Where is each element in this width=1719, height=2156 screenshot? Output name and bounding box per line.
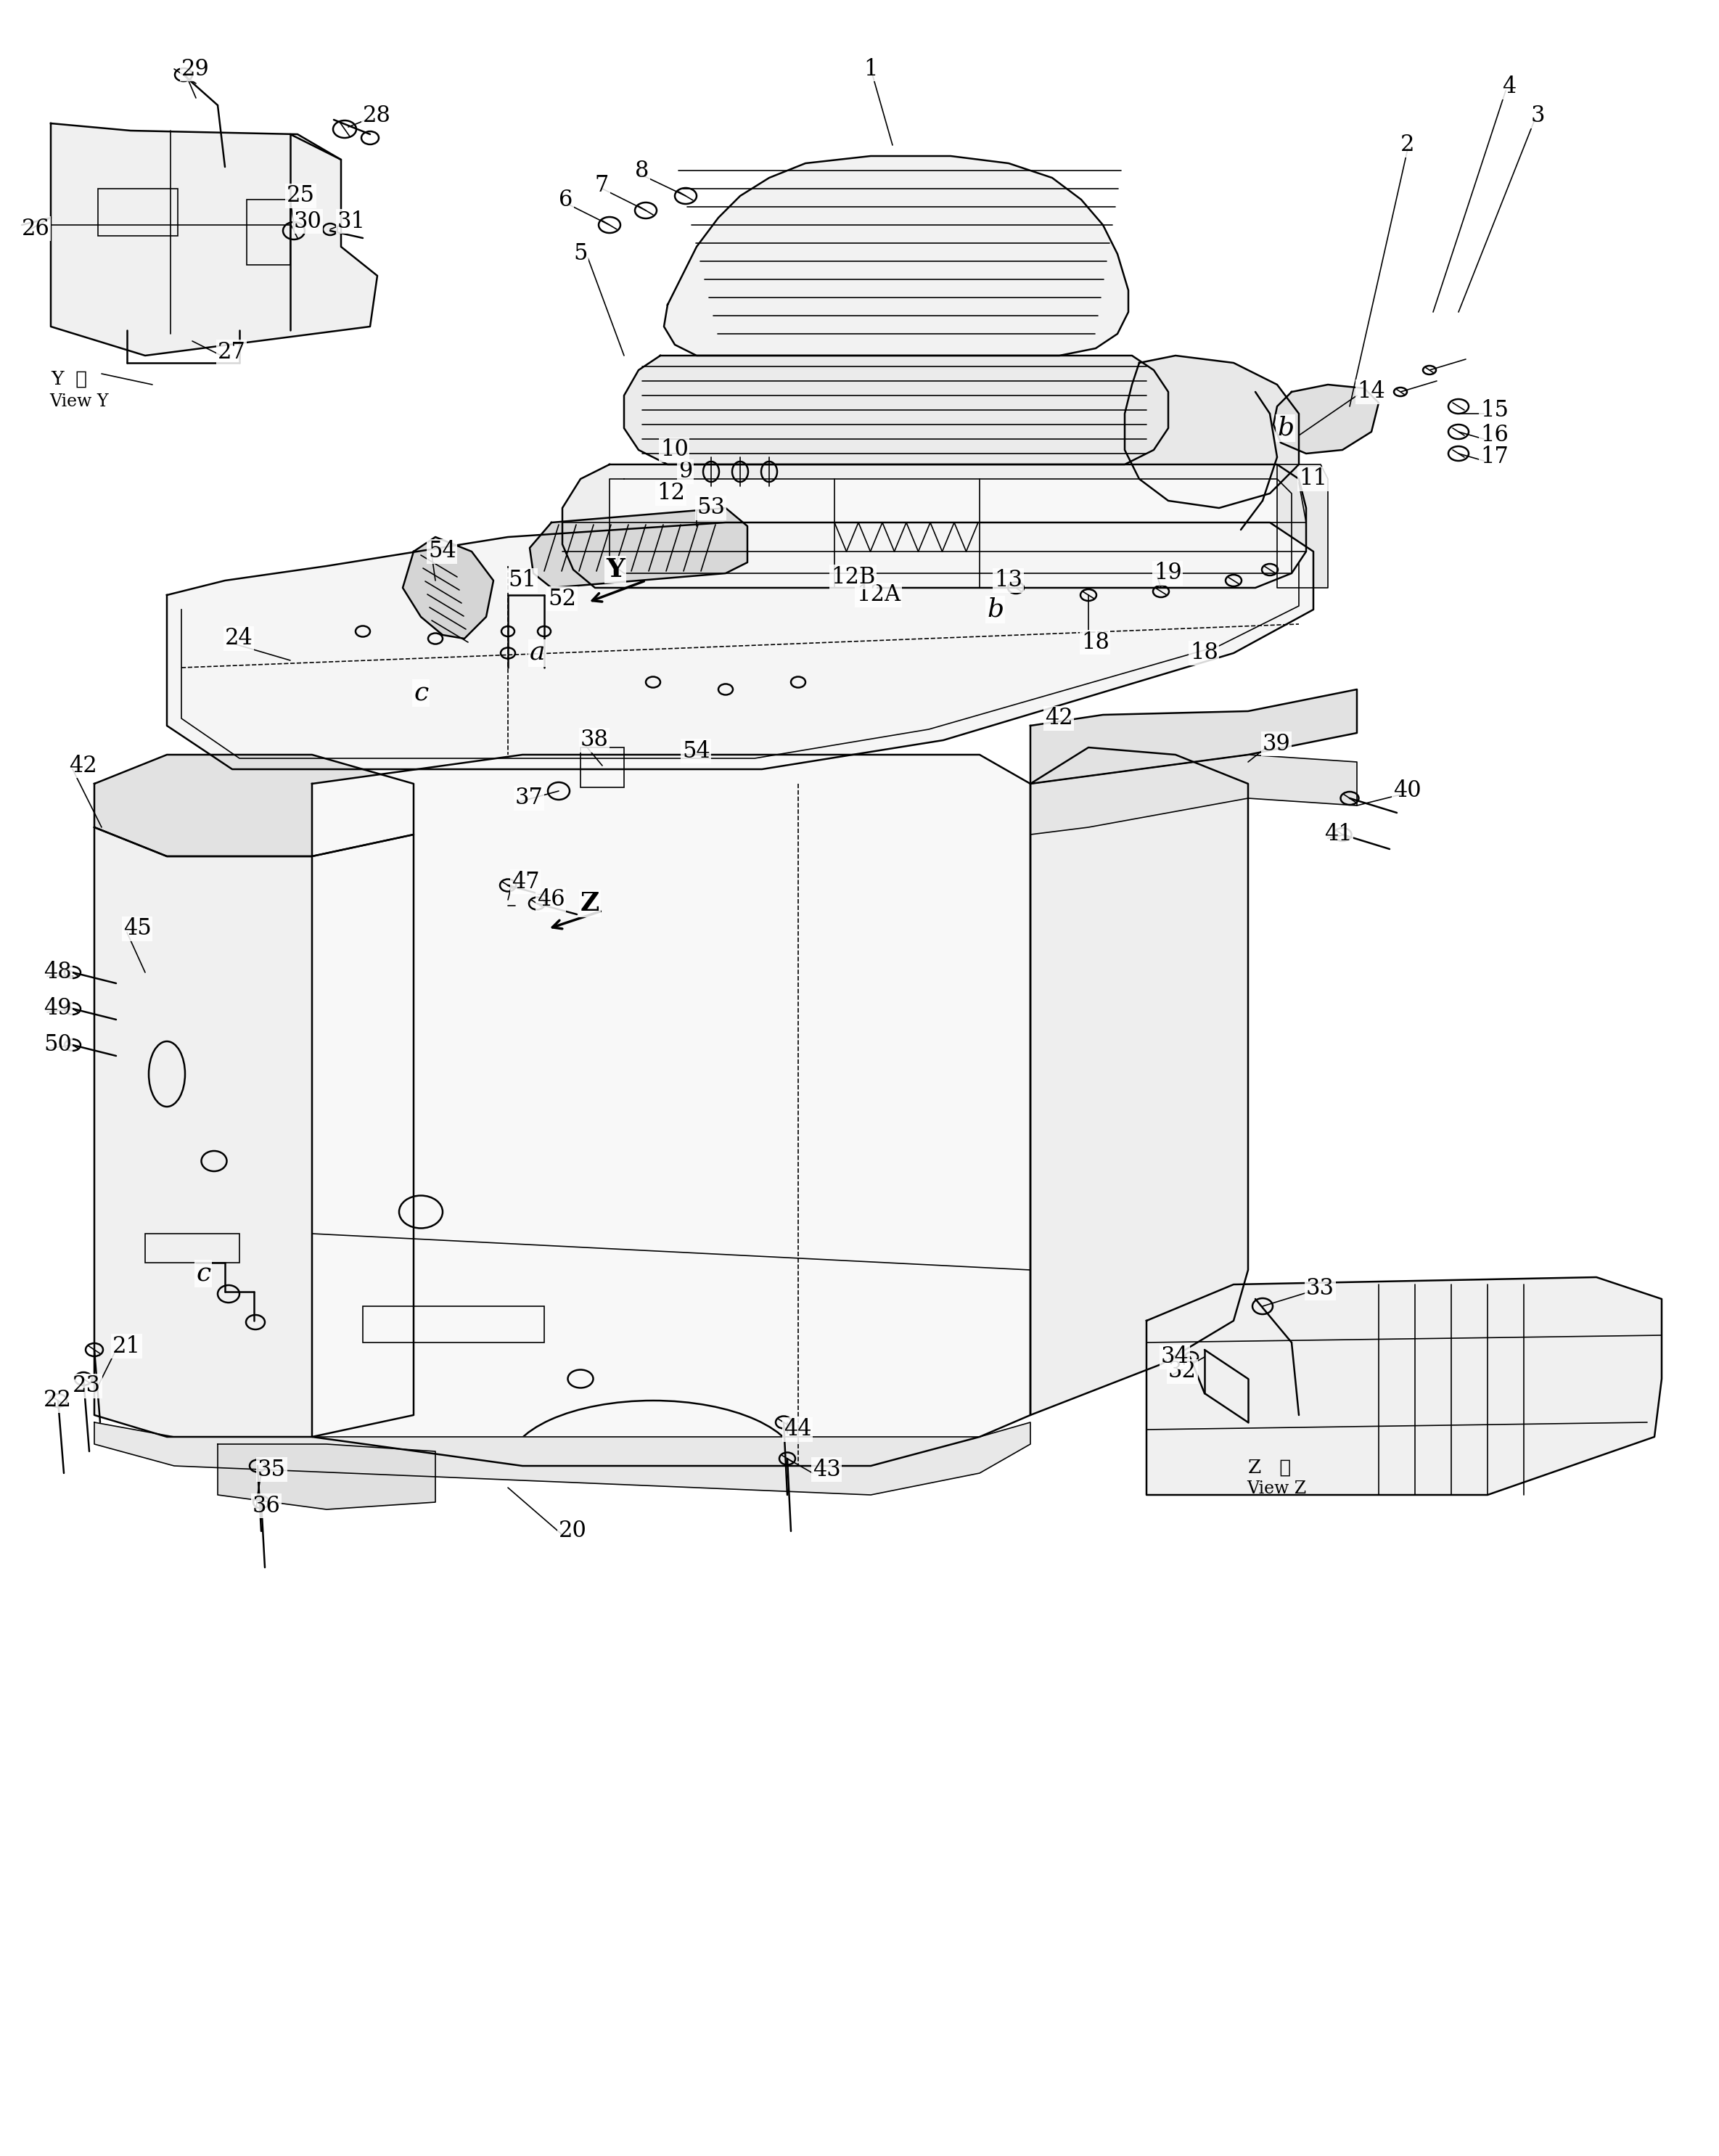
Polygon shape <box>1147 1276 1662 1494</box>
Text: 8: 8 <box>634 160 650 181</box>
Text: 16: 16 <box>1480 425 1509 446</box>
Polygon shape <box>529 509 748 589</box>
Polygon shape <box>624 356 1169 464</box>
Text: 38: 38 <box>581 729 609 752</box>
Text: 12: 12 <box>657 483 684 505</box>
Text: View Y: View Y <box>50 392 108 410</box>
Text: 12A: 12A <box>856 584 901 606</box>
Text: 3: 3 <box>1532 106 1545 127</box>
Polygon shape <box>1030 755 1356 834</box>
Text: 46: 46 <box>536 888 566 912</box>
Text: 37: 37 <box>516 787 543 808</box>
Text: 30: 30 <box>294 209 321 233</box>
Text: 25: 25 <box>287 185 315 207</box>
Polygon shape <box>313 755 1030 1466</box>
Polygon shape <box>1277 464 1327 589</box>
Polygon shape <box>1030 690 1356 785</box>
Polygon shape <box>167 522 1313 770</box>
Text: 49: 49 <box>43 998 72 1020</box>
Text: 45: 45 <box>124 918 151 940</box>
Text: 14: 14 <box>1356 382 1386 403</box>
Bar <box>581 748 624 787</box>
Text: 21: 21 <box>112 1335 141 1358</box>
Text: b: b <box>987 597 1004 621</box>
Text: 43: 43 <box>813 1457 841 1481</box>
Text: 18: 18 <box>1081 632 1109 653</box>
Text: 11: 11 <box>1300 468 1327 489</box>
Text: 18: 18 <box>1190 642 1219 664</box>
Text: 33: 33 <box>1306 1276 1334 1300</box>
Text: b: b <box>1277 416 1294 440</box>
Text: 32: 32 <box>1169 1360 1196 1382</box>
Text: 51: 51 <box>507 569 536 591</box>
Polygon shape <box>52 123 378 356</box>
Text: 15: 15 <box>1480 399 1509 420</box>
Polygon shape <box>95 1423 1030 1494</box>
Text: 50: 50 <box>43 1033 72 1056</box>
Text: 28: 28 <box>363 106 390 127</box>
Text: 9: 9 <box>679 461 693 483</box>
Text: 29: 29 <box>182 58 210 80</box>
Text: 47: 47 <box>512 871 540 893</box>
Text: 40: 40 <box>1392 780 1422 802</box>
Text: c: c <box>196 1261 211 1285</box>
Text: Y: Y <box>605 556 624 582</box>
Text: 1: 1 <box>863 58 878 80</box>
Text: a: a <box>529 640 545 666</box>
Bar <box>363 1307 545 1343</box>
Text: 36: 36 <box>253 1494 280 1518</box>
Text: Z: Z <box>581 890 600 916</box>
Polygon shape <box>1274 384 1379 453</box>
Text: 12B: 12B <box>830 565 875 589</box>
Text: 52: 52 <box>548 586 576 610</box>
Polygon shape <box>664 155 1128 356</box>
Text: 7: 7 <box>595 175 609 196</box>
Text: 6: 6 <box>559 188 572 211</box>
Text: 19: 19 <box>1153 563 1183 584</box>
Text: 27: 27 <box>218 341 246 362</box>
Text: 42: 42 <box>69 755 96 776</box>
Text: 17: 17 <box>1480 446 1509 468</box>
Text: 42: 42 <box>1045 707 1073 729</box>
Polygon shape <box>95 755 414 856</box>
Text: 23: 23 <box>72 1376 101 1397</box>
Text: 20: 20 <box>559 1520 586 1542</box>
Text: 4: 4 <box>1502 75 1516 99</box>
Polygon shape <box>218 1445 435 1509</box>
Text: 54: 54 <box>428 541 456 563</box>
Bar <box>248 201 291 265</box>
Text: 10: 10 <box>660 438 689 461</box>
Text: 48: 48 <box>43 962 72 983</box>
Text: 39: 39 <box>1262 733 1291 755</box>
Text: 35: 35 <box>258 1457 285 1481</box>
Bar <box>144 1233 239 1263</box>
Polygon shape <box>562 464 1306 589</box>
Text: 26: 26 <box>22 218 50 239</box>
Text: 41: 41 <box>1324 824 1353 845</box>
Polygon shape <box>1030 748 1248 1414</box>
Bar <box>98 190 177 235</box>
Polygon shape <box>95 828 414 1436</box>
Polygon shape <box>402 537 493 638</box>
Text: c: c <box>414 681 428 705</box>
Text: Y  視: Y 視 <box>52 371 88 388</box>
Text: 2: 2 <box>1401 134 1415 157</box>
Text: 5: 5 <box>572 244 588 265</box>
Polygon shape <box>610 479 1291 573</box>
Text: 44: 44 <box>784 1419 811 1440</box>
Text: 54: 54 <box>682 740 710 763</box>
Text: 31: 31 <box>337 209 366 233</box>
Text: 24: 24 <box>225 627 253 649</box>
Polygon shape <box>1124 356 1300 509</box>
Text: View Z: View Z <box>1246 1481 1306 1496</box>
Text: 13: 13 <box>994 569 1023 591</box>
Text: 34: 34 <box>1160 1345 1190 1369</box>
Text: 22: 22 <box>43 1388 72 1412</box>
Text: 53: 53 <box>696 496 725 520</box>
Text: Z   視: Z 視 <box>1248 1460 1291 1477</box>
